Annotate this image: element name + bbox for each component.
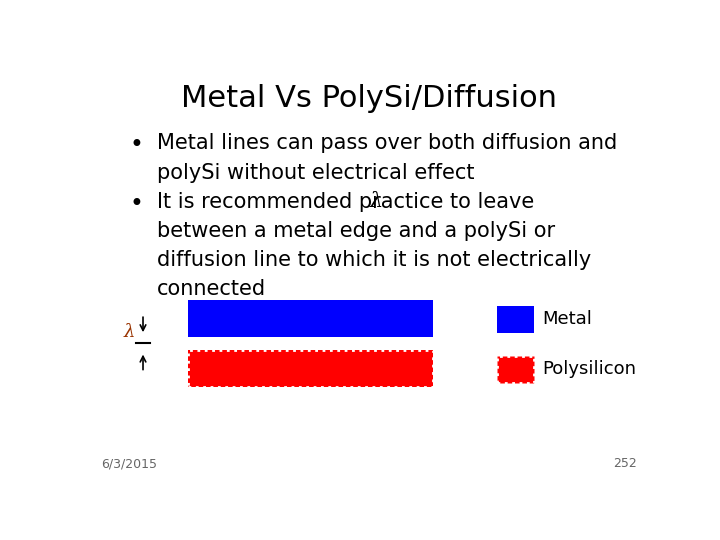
Bar	[188, 300, 433, 337]
Bar	[498, 306, 534, 333]
Text: •: •	[129, 133, 143, 157]
Text: It is recommended practice to leave: It is recommended practice to leave	[157, 192, 541, 212]
Text: Metal Vs PolySi/Diffusion: Metal Vs PolySi/Diffusion	[181, 84, 557, 112]
Text: Polysilicon: Polysilicon	[542, 360, 636, 379]
Text: diffusion line to which it is not electrically: diffusion line to which it is not electr…	[157, 250, 591, 270]
Bar	[188, 349, 433, 387]
Text: 252: 252	[613, 457, 637, 470]
Bar	[498, 356, 534, 383]
Text: Metal lines can pass over both diffusion and: Metal lines can pass over both diffusion…	[157, 133, 617, 153]
Bar	[188, 349, 433, 387]
Text: λ: λ	[123, 323, 135, 341]
Text: 6/3/2015: 6/3/2015	[101, 457, 157, 470]
Text: Metal: Metal	[542, 310, 592, 328]
Text: •: •	[129, 192, 143, 215]
Text: λ: λ	[370, 192, 383, 211]
Text: between a metal edge and a polySi or: between a metal edge and a polySi or	[157, 221, 555, 241]
Text: connected: connected	[157, 279, 266, 299]
Text: polySi without electrical effect: polySi without electrical effect	[157, 163, 474, 183]
